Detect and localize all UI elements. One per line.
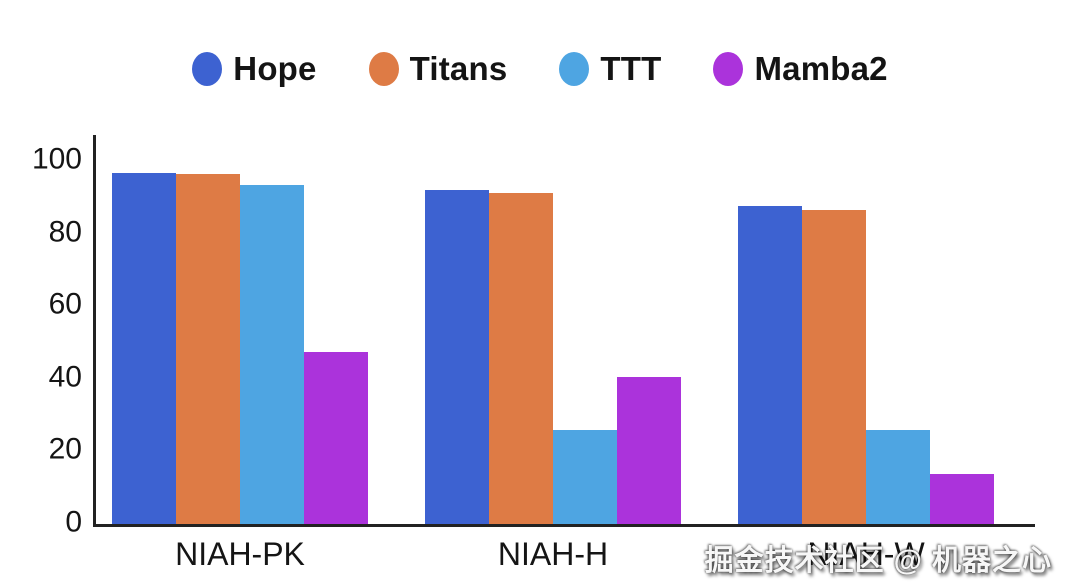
- legend-label: TTT: [600, 50, 662, 87]
- bar-mamba2-niah-pk: [304, 351, 368, 527]
- legend-dot-icon: [559, 52, 590, 86]
- legend-dot-icon: [368, 52, 399, 86]
- x-axis-line: [93, 524, 1035, 527]
- legend-item-titans: Titans: [368, 50, 508, 88]
- y-tick-label: 80: [48, 215, 82, 249]
- x-category-label-niah-w: NIAH-W: [807, 536, 925, 572]
- legend-label: Hope: [233, 50, 317, 87]
- legend-item-mamba2: Mamba2: [713, 50, 888, 88]
- legend-label: Mamba2: [754, 50, 888, 87]
- legend-dot-icon: [192, 52, 223, 86]
- legend-item-ttt: TTT: [559, 50, 661, 88]
- x-category-label-niah-pk: NIAH-PK: [175, 536, 305, 572]
- bar-hope-niah-h: [425, 190, 489, 527]
- watermark-text: 掘金技术社区 @ 机器之心: [704, 545, 1052, 577]
- legend-item-hope: Hope: [192, 50, 316, 88]
- bar-titans-niah-pk: [176, 174, 240, 527]
- bar-mamba2-niah-h: [617, 377, 681, 527]
- bar-ttt-niah-pk: [240, 184, 304, 527]
- bar-titans-niah-w: [802, 210, 866, 527]
- bar-mamba2-niah-w: [930, 474, 994, 527]
- legend-label: Titans: [409, 50, 508, 87]
- y-axis-line: [93, 135, 96, 527]
- legend-dot-icon: [713, 52, 744, 86]
- bar-hope-niah-w: [738, 205, 802, 527]
- bar-ttt-niah-h: [553, 429, 617, 527]
- bar-titans-niah-h: [489, 192, 553, 527]
- y-tick-label: 40: [48, 360, 82, 394]
- bar-hope-niah-pk: [112, 172, 176, 527]
- y-tick-label: 20: [48, 433, 82, 467]
- legend: Hope Titans TTT Mamba2: [0, 50, 1080, 88]
- bar-ttt-niah-w: [866, 429, 930, 527]
- y-tick-label: 60: [48, 287, 82, 321]
- y-tick-label: 0: [65, 505, 82, 539]
- x-category-label-niah-h: NIAH-H: [497, 536, 609, 572]
- y-tick-label: 100: [31, 142, 82, 176]
